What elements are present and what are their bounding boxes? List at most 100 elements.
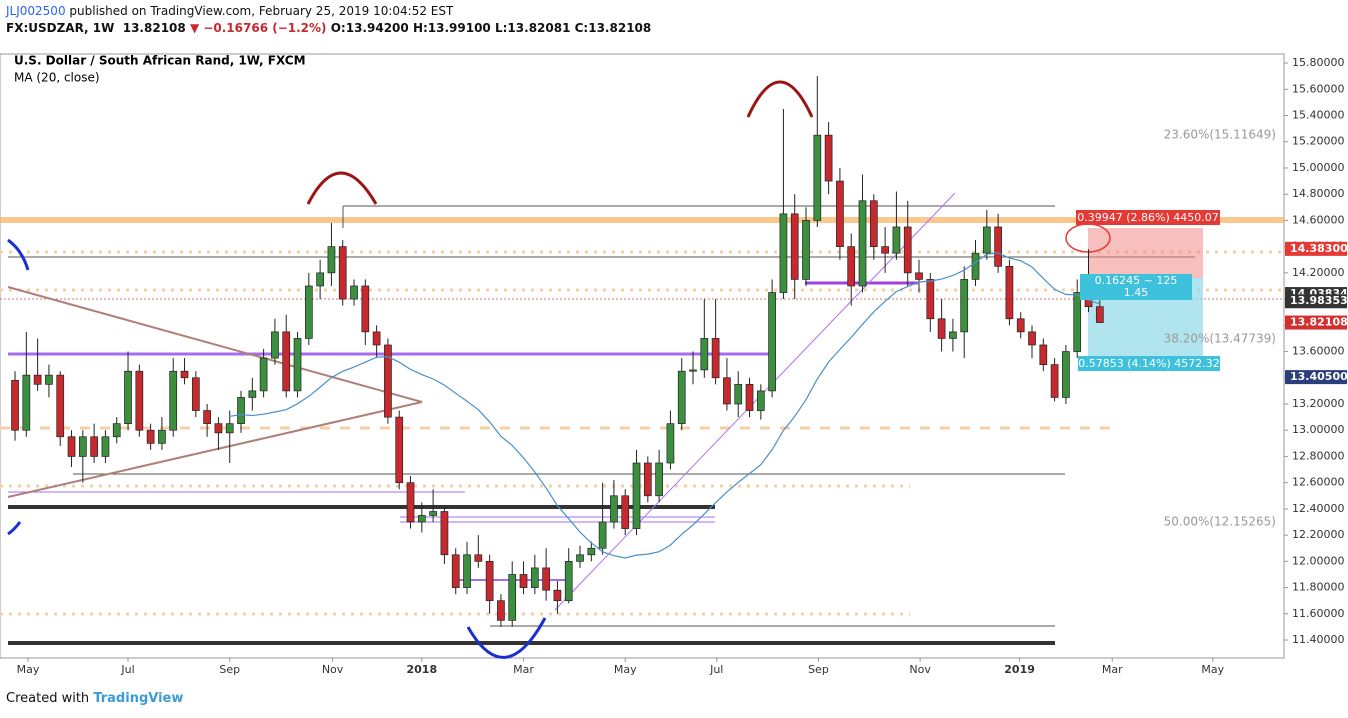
candle-body	[451, 554, 460, 588]
candle-body	[711, 338, 720, 379]
candle-body	[553, 589, 562, 602]
candle-body	[395, 416, 404, 484]
candle-body	[169, 370, 178, 431]
candle-body	[994, 226, 1002, 267]
symbol: FX:USDZAR, 1W	[6, 21, 115, 35]
candle-body	[45, 374, 53, 385]
x-tick-label: May	[614, 663, 637, 676]
y-tick-label: 15.40000	[1292, 109, 1345, 122]
candle-body	[813, 134, 822, 221]
target-label: 0.57853 (4.14%) 4572.32	[1078, 357, 1220, 370]
candle-body	[542, 567, 550, 591]
triangle-line	[7, 286, 423, 403]
candle-body	[372, 331, 381, 346]
candle-body	[282, 331, 291, 392]
candle-body	[497, 600, 505, 621]
candle-body	[858, 200, 867, 287]
ratio-label: 0.16245 ~ 125	[1095, 274, 1178, 287]
candle-body	[564, 561, 573, 602]
candle-body	[598, 521, 607, 549]
candle-body	[734, 383, 743, 405]
candle-body	[700, 338, 709, 371]
candle-body	[180, 370, 189, 379]
candle-body	[90, 436, 98, 457]
y-tick-label: 12.20000	[1292, 528, 1345, 541]
price-tag	[1285, 370, 1347, 385]
candle-body	[485, 561, 494, 602]
y-tick-label: 15.20000	[1292, 135, 1345, 148]
candle-body	[203, 410, 211, 425]
y-tick-label: 13.60000	[1292, 345, 1345, 358]
candle-body	[621, 495, 630, 529]
close: C:13.82108	[574, 21, 652, 35]
candle-body	[440, 511, 449, 556]
ratio-box	[1080, 274, 1192, 300]
candle-body	[33, 374, 42, 385]
x-tick-label: Mar	[513, 663, 534, 676]
candle-body	[338, 246, 347, 300]
candle-body	[655, 462, 663, 497]
candle-body	[915, 272, 923, 280]
brand[interactable]: TradingView	[93, 691, 184, 706]
y-tick-label: 14.80000	[1292, 187, 1345, 200]
candle-body	[587, 547, 596, 556]
candle-body	[361, 285, 370, 333]
x-tick-label: Jul	[709, 663, 723, 676]
candle-body	[519, 574, 528, 588]
indicator-label: MA (20, close)	[14, 71, 100, 85]
price-tag	[1285, 315, 1347, 330]
candle-body	[474, 554, 483, 562]
candle-body	[101, 436, 110, 457]
high: H:13.99100	[412, 21, 491, 35]
candle-body	[949, 331, 957, 339]
arc	[306, 171, 378, 205]
footer: Created with TradingView	[6, 691, 183, 706]
candle-body	[406, 482, 415, 523]
y-tick-label: 13.00000	[1292, 423, 1345, 436]
candle-body	[327, 246, 336, 274]
candle-body	[1050, 364, 1059, 398]
moving-average	[229, 252, 1100, 559]
candle-body	[1095, 306, 1104, 323]
candle-body	[22, 374, 31, 431]
candle-body	[745, 383, 754, 411]
author[interactable]: JLJ002500	[6, 4, 66, 18]
candle-body	[666, 423, 675, 464]
candle-body	[463, 554, 471, 588]
candle-body	[112, 423, 121, 438]
header: JLJ002500 published on TradingView.com, …	[6, 3, 651, 37]
x-tick-label: Jul	[120, 663, 134, 676]
y-tick-label: 12.40000	[1292, 502, 1345, 515]
trend-line	[554, 192, 956, 611]
price-tag-label: 13.40500	[1290, 370, 1348, 383]
candle-body	[824, 134, 833, 182]
y-tick-label: 13.20000	[1292, 397, 1345, 410]
candle-body	[304, 285, 313, 339]
candle-body	[937, 318, 946, 339]
candle-body	[1073, 292, 1082, 352]
arc	[746, 80, 814, 118]
open: O:13.94200	[330, 21, 409, 35]
candle-body	[429, 511, 437, 516]
change: ▼ −0.16766 (−1.2%)	[189, 21, 327, 35]
fib-label: 50.00%(12.15265)	[1164, 515, 1276, 529]
candle-body	[508, 574, 517, 621]
x-tick-label: Sep	[219, 663, 240, 676]
x-tick-label: Nov	[322, 663, 344, 676]
y-tick-label: 12.80000	[1292, 449, 1345, 462]
arc	[7, 521, 22, 536]
candle-body	[1016, 318, 1025, 333]
y-tick-label: 15.00000	[1292, 161, 1345, 174]
candle-body	[632, 462, 641, 529]
candle-body	[259, 357, 268, 392]
candle-body	[1062, 351, 1070, 398]
candle-body	[971, 252, 980, 280]
candle-body	[643, 462, 652, 497]
candle-body	[1039, 344, 1048, 366]
candle-body	[271, 331, 279, 359]
y-tick-label: 11.60000	[1292, 607, 1345, 620]
candle-body	[892, 226, 901, 254]
x-tick-label: 2018	[407, 663, 438, 676]
x-tick-label: Mar	[1102, 663, 1123, 676]
